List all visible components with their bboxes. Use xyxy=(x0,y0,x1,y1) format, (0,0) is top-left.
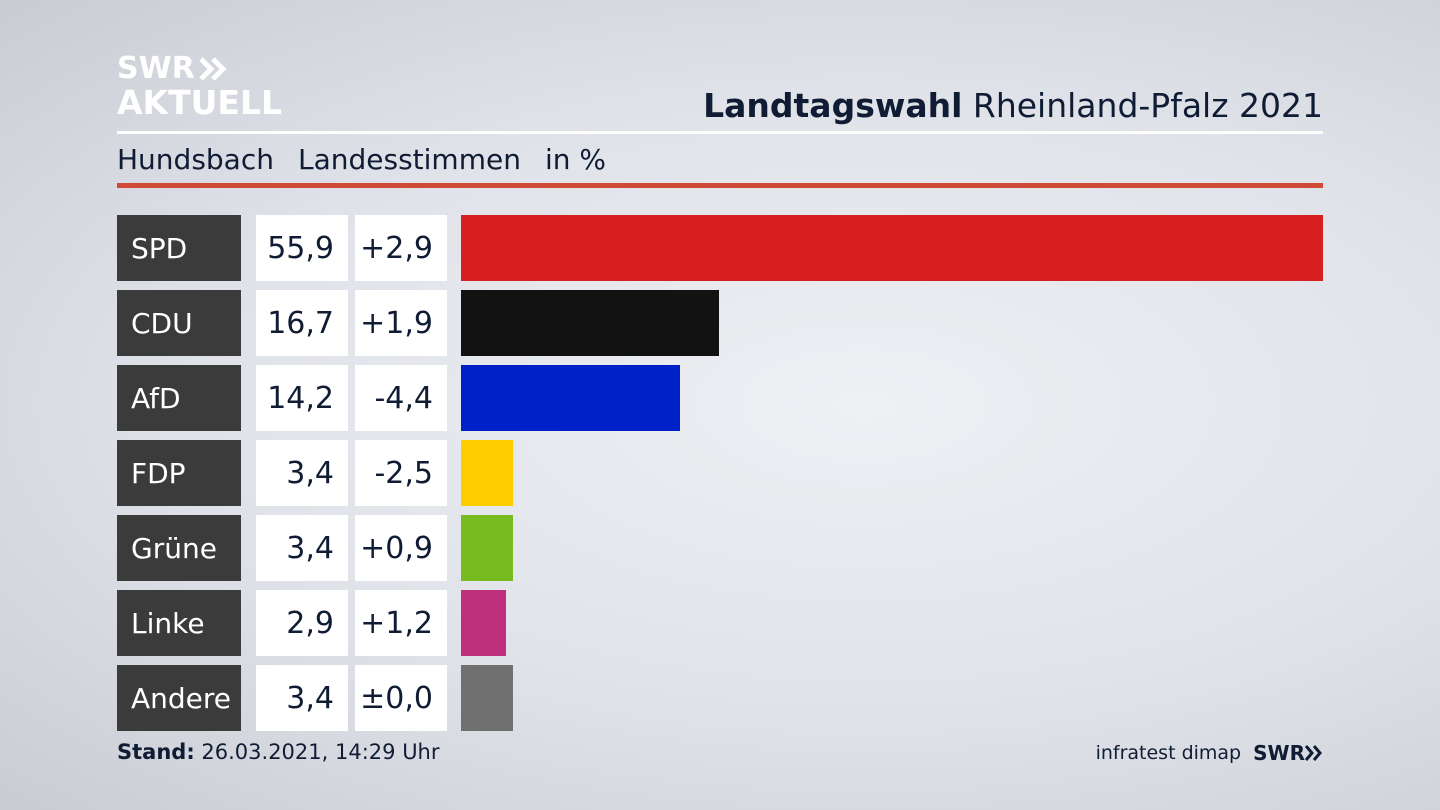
result-row: Linke 2,9 +1,2 xyxy=(117,590,1323,656)
result-row: AfD 14,2 -4,4 xyxy=(117,365,1323,431)
vote-share-label: 3,4 xyxy=(256,515,348,581)
party-label: Grüne xyxy=(117,515,241,581)
title-bold: Landtagswahl xyxy=(703,86,963,125)
vote-type-label: Landesstimmen xyxy=(297,143,521,176)
stand-label: Stand: xyxy=(117,740,195,764)
change-label: ±0,0 xyxy=(355,665,447,731)
result-row: CDU 16,7 +1,9 xyxy=(117,290,1323,356)
change-label: -2,5 xyxy=(355,440,447,506)
result-bar xyxy=(461,515,513,581)
swr-aktuell-logo: SWR AKTUELL xyxy=(117,51,283,122)
party-label: Linke xyxy=(117,590,241,656)
party-label: SPD xyxy=(117,215,241,281)
party-label: CDU xyxy=(117,290,241,356)
stand-value: 26.03.2021, 14:29 Uhr xyxy=(201,740,440,764)
vote-share-label: 55,9 xyxy=(256,215,348,281)
source-credit: infratest dimap SWR xyxy=(1096,741,1323,765)
change-label: +1,2 xyxy=(355,590,447,656)
result-row: Andere 3,4 ±0,0 xyxy=(117,665,1323,731)
place-label: Hundsbach xyxy=(117,143,274,176)
brand-label: SWR xyxy=(1253,741,1305,765)
vote-share-label: 14,2 xyxy=(256,365,348,431)
change-label: +0,9 xyxy=(355,515,447,581)
result-bar xyxy=(461,590,506,656)
result-bar xyxy=(461,665,513,731)
accent-divider xyxy=(117,183,1323,188)
party-label: AfD xyxy=(117,365,241,431)
timestamp: Stand: 26.03.2021, 14:29 Uhr xyxy=(117,740,440,764)
logo-line-2: AKTUELL xyxy=(117,83,283,122)
change-label: -4,4 xyxy=(355,365,447,431)
vote-share-label: 16,7 xyxy=(256,290,348,356)
result-row: FDP 3,4 -2,5 xyxy=(117,440,1323,506)
result-bar xyxy=(461,290,719,356)
party-label: Andere xyxy=(117,665,241,731)
result-bar xyxy=(461,215,1323,281)
result-row: SPD 55,9 +2,9 xyxy=(117,215,1323,281)
change-label: +1,9 xyxy=(355,290,447,356)
vote-share-label: 3,4 xyxy=(256,440,348,506)
result-bar xyxy=(461,365,680,431)
subheader: Hundsbach Landesstimmen in % xyxy=(117,143,606,176)
unit-label: in % xyxy=(544,143,606,176)
header-divider xyxy=(117,131,1323,134)
change-label: +2,9 xyxy=(355,215,447,281)
page-title: Landtagswahl Rheinland-Pfalz 2021 xyxy=(703,86,1323,125)
double-chevron-right-icon xyxy=(1305,745,1322,761)
double-chevron-right-icon xyxy=(199,57,227,81)
logo-line-1: SWR xyxy=(117,51,195,86)
party-label: FDP xyxy=(117,440,241,506)
source-label: infratest dimap xyxy=(1095,742,1242,764)
result-bar xyxy=(461,440,513,506)
result-row: Grüne 3,4 +0,9 xyxy=(117,515,1323,581)
title-rest: Rheinland-Pfalz 2021 xyxy=(972,86,1323,125)
vote-share-label: 2,9 xyxy=(256,590,348,656)
brand-logo: SWR xyxy=(1253,741,1323,765)
vote-share-label: 3,4 xyxy=(256,665,348,731)
